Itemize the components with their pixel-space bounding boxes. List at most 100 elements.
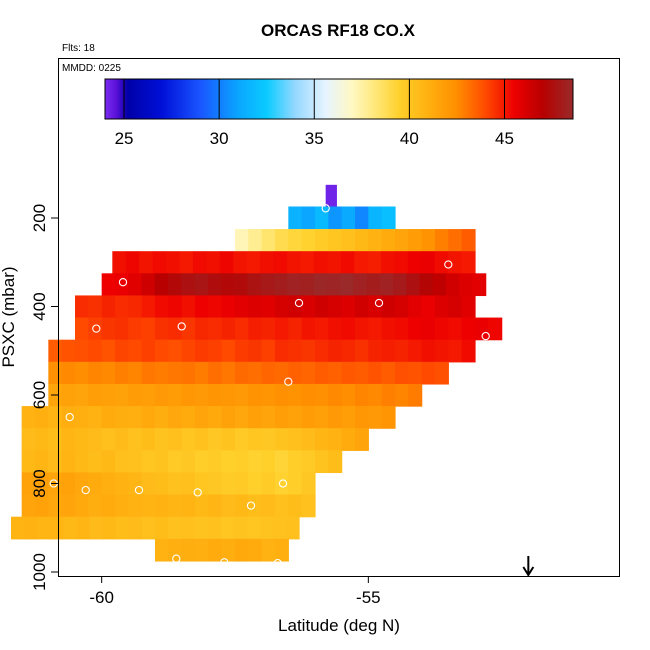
- heatmap-cell: [235, 428, 249, 451]
- heatmap-cell: [381, 295, 396, 319]
- heatmap-cell: [115, 428, 129, 451]
- heatmap-cell: [35, 494, 49, 518]
- heatmap-cell: [141, 494, 156, 518]
- heatmap-cell: [355, 295, 369, 319]
- heatmap-cell: [141, 295, 156, 319]
- heatmap-cell: [88, 361, 103, 385]
- heatmap-cell: [208, 450, 223, 474]
- heatmap-cell: [181, 317, 196, 341]
- heatmap-cell: [195, 383, 209, 407]
- heatmap-cell: [50, 516, 64, 540]
- heatmap-cell: [208, 295, 223, 319]
- heatmap-cell: [194, 273, 209, 297]
- heatmap-cell: [341, 295, 356, 319]
- heatmap-cell: [128, 361, 143, 385]
- heatmap-cell: [75, 428, 89, 451]
- heatmap-cell: [341, 361, 356, 385]
- heatmap-cell: [88, 406, 103, 429]
- heatmap-cell: [195, 472, 209, 496]
- heatmap-cell: [301, 295, 316, 319]
- heatmap-cell: [381, 206, 396, 230]
- heatmap-cell: [168, 361, 183, 385]
- heatmap-cell: [355, 406, 369, 429]
- heatmap-cell: [315, 428, 329, 451]
- heatmap-cell: [355, 428, 369, 451]
- heatmap-cell: [155, 361, 169, 385]
- heatmap-cell: [168, 428, 183, 451]
- heatmap-cell: [248, 428, 263, 451]
- heatmap-cell: [115, 339, 129, 363]
- heatmap-cell: [221, 538, 236, 562]
- heatmap-cell: [408, 229, 423, 252]
- heatmap-cell: [101, 361, 116, 385]
- heatmap-cell: [461, 295, 476, 319]
- heatmap-cell: [139, 251, 154, 274]
- heatmap-cell: [181, 273, 195, 297]
- flight-point: [321, 204, 330, 213]
- heatmap-cell: [221, 295, 236, 319]
- heatmap-cell: [168, 450, 183, 474]
- heatmap-cell: [21, 406, 36, 429]
- heatmap-cell: [261, 361, 276, 385]
- heatmap-cell: [115, 406, 129, 429]
- heatmap-cell: [288, 450, 303, 474]
- heatmap-cell: [128, 516, 143, 540]
- heatmap-cell: [315, 450, 329, 474]
- heatmap-cell: [115, 383, 129, 407]
- heatmap-cell: [261, 494, 276, 518]
- heatmap-cell: [301, 206, 316, 230]
- heatmap-cell: [273, 273, 288, 297]
- heatmap-cell: [61, 450, 76, 474]
- heatmap-cell: [101, 472, 116, 496]
- heatmap-cell: [101, 339, 116, 363]
- heatmap-cell: [421, 339, 436, 363]
- heatmap-cell: [235, 361, 249, 385]
- heatmap-cell: [472, 273, 487, 297]
- heatmap-cell: [114, 273, 129, 297]
- heatmap-cell: [125, 251, 140, 274]
- heatmap-cell: [288, 472, 303, 496]
- heatmap-cell: [195, 339, 209, 363]
- heatmap-cell: [208, 317, 223, 341]
- heatmap-cell: [128, 339, 143, 363]
- heatmap-cells: [11, 184, 503, 562]
- heatmap-cell: [432, 273, 447, 297]
- heatmap-cell: [141, 450, 156, 474]
- heatmap-cell: [328, 317, 343, 341]
- heatmap-cell: [368, 383, 383, 407]
- heatmap-cell: [260, 251, 275, 274]
- heatmap-cell: [248, 229, 263, 252]
- heatmap-cell: [235, 229, 249, 252]
- heatmap-cell: [61, 339, 76, 363]
- heatmap-cell: [75, 472, 89, 496]
- heatmap-cell: [168, 472, 183, 496]
- heatmap-cell: [354, 251, 369, 274]
- heatmap-cell: [368, 406, 383, 429]
- flight-point: [374, 298, 384, 308]
- heatmap-cell: [195, 428, 209, 451]
- heatmap-cell: [155, 383, 169, 407]
- heatmap-cell: [288, 206, 303, 230]
- heatmap-cell: [235, 472, 249, 496]
- heatmap-cell: [275, 494, 289, 518]
- flight-point: [81, 485, 90, 495]
- heatmap-cell: [328, 229, 343, 252]
- heatmap-cell: [221, 406, 236, 429]
- heatmap-cell: [235, 317, 249, 341]
- heatmap-cell: [355, 383, 369, 407]
- heatmap-cell: [128, 450, 143, 474]
- heatmap-cell: [235, 295, 249, 319]
- heatmap-cell: [315, 295, 329, 319]
- heatmap-cell: [168, 295, 183, 319]
- heatmap-cell: [328, 383, 343, 407]
- date-note: MMDD: 0225: [62, 63, 121, 74]
- heatmap-cell: [288, 295, 303, 319]
- heatmap-cell: [301, 406, 316, 429]
- heatmap-cell: [448, 317, 463, 341]
- heatmap-cell: [261, 229, 276, 252]
- heatmap-cell: [207, 516, 222, 540]
- heatmap-cell: [168, 494, 183, 518]
- heatmap-cell: [248, 383, 263, 407]
- heatmap-cell: [368, 361, 383, 385]
- heatmap-cell: [155, 317, 169, 341]
